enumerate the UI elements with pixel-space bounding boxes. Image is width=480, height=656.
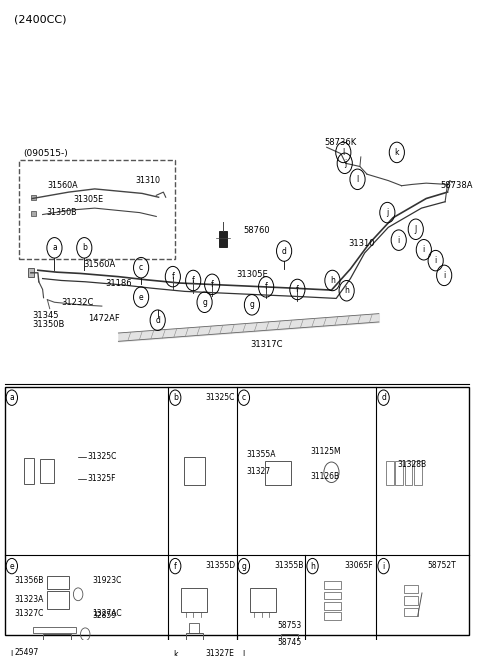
Text: i: i bbox=[383, 562, 384, 571]
Text: 31310: 31310 bbox=[348, 239, 374, 248]
Text: i: i bbox=[443, 271, 445, 280]
Text: f: f bbox=[192, 276, 194, 285]
Text: 31327: 31327 bbox=[246, 466, 270, 476]
FancyBboxPatch shape bbox=[31, 211, 36, 216]
Text: c: c bbox=[139, 263, 143, 272]
Text: g: g bbox=[202, 298, 207, 307]
Text: 31345: 31345 bbox=[32, 311, 59, 320]
Text: 31305E: 31305E bbox=[237, 270, 268, 279]
Text: 31325C: 31325C bbox=[206, 392, 235, 401]
Text: g: g bbox=[250, 300, 254, 310]
Text: h: h bbox=[344, 286, 349, 295]
Text: 31560A: 31560A bbox=[48, 181, 78, 190]
Text: J: J bbox=[415, 225, 417, 234]
Text: (2400CC): (2400CC) bbox=[14, 14, 67, 24]
Text: g: g bbox=[241, 562, 246, 571]
Text: 1327AC: 1327AC bbox=[92, 609, 122, 619]
Text: 31186: 31186 bbox=[105, 279, 132, 288]
Text: d: d bbox=[155, 316, 160, 325]
Text: 31350B: 31350B bbox=[47, 208, 77, 217]
Text: i: i bbox=[423, 245, 425, 255]
Text: 31328B: 31328B bbox=[398, 460, 427, 469]
Text: a: a bbox=[52, 243, 57, 253]
Text: i: i bbox=[434, 256, 437, 265]
Text: k: k bbox=[395, 148, 399, 157]
Text: 31305E: 31305E bbox=[73, 195, 104, 204]
Text: 58738A: 58738A bbox=[440, 181, 473, 190]
Text: k: k bbox=[173, 650, 178, 656]
Text: 58745: 58745 bbox=[277, 638, 301, 647]
Text: j: j bbox=[386, 208, 388, 217]
Text: 58736K: 58736K bbox=[324, 138, 357, 147]
Text: j: j bbox=[344, 159, 346, 168]
Text: 25497: 25497 bbox=[14, 647, 38, 656]
Text: 31350B: 31350B bbox=[32, 319, 65, 329]
Text: 31317C: 31317C bbox=[250, 340, 283, 349]
Text: 58752T: 58752T bbox=[427, 561, 456, 570]
FancyBboxPatch shape bbox=[219, 230, 228, 247]
Text: 58760: 58760 bbox=[244, 226, 271, 235]
Text: l: l bbox=[342, 148, 345, 157]
Text: 31355A: 31355A bbox=[246, 451, 276, 459]
FancyBboxPatch shape bbox=[28, 268, 34, 277]
Text: b: b bbox=[173, 393, 178, 402]
Text: f: f bbox=[174, 562, 177, 571]
Text: 31125M: 31125M bbox=[310, 447, 341, 457]
Text: 31356B: 31356B bbox=[14, 576, 44, 584]
Text: 31310: 31310 bbox=[135, 176, 160, 185]
Text: (090515-): (090515-) bbox=[24, 148, 69, 157]
Text: b: b bbox=[82, 243, 87, 253]
Text: h: h bbox=[310, 562, 315, 571]
Text: e: e bbox=[10, 562, 14, 571]
Text: 31355B: 31355B bbox=[275, 561, 304, 570]
Text: 1472AF: 1472AF bbox=[88, 314, 120, 323]
Bar bbox=[19, 160, 175, 259]
Text: J: J bbox=[11, 650, 13, 656]
Text: f: f bbox=[171, 272, 174, 281]
Text: 31232C: 31232C bbox=[61, 298, 94, 308]
Text: f: f bbox=[211, 280, 214, 289]
Text: 31325F: 31325F bbox=[88, 474, 116, 483]
Text: f: f bbox=[265, 282, 267, 291]
Text: l: l bbox=[356, 174, 359, 184]
Text: c: c bbox=[242, 393, 246, 402]
Text: 31560A: 31560A bbox=[83, 260, 115, 269]
Text: h: h bbox=[330, 276, 335, 285]
Text: 58753: 58753 bbox=[277, 621, 301, 630]
Text: 32859: 32859 bbox=[92, 611, 117, 620]
Text: d: d bbox=[282, 247, 287, 256]
Text: 33065F: 33065F bbox=[345, 561, 373, 570]
FancyBboxPatch shape bbox=[31, 195, 36, 200]
Bar bbox=[5, 387, 469, 635]
Text: 31923C: 31923C bbox=[92, 576, 122, 584]
Text: 31327E: 31327E bbox=[206, 649, 235, 656]
Text: d: d bbox=[381, 393, 386, 402]
Text: e: e bbox=[139, 293, 144, 302]
Text: 31355D: 31355D bbox=[206, 561, 236, 570]
Text: a: a bbox=[10, 393, 14, 402]
Text: f: f bbox=[296, 285, 299, 294]
Text: 31323A: 31323A bbox=[14, 595, 44, 604]
Text: 31327C: 31327C bbox=[14, 609, 44, 619]
Text: i: i bbox=[397, 236, 400, 245]
Text: l: l bbox=[243, 650, 245, 656]
Text: 31325C: 31325C bbox=[88, 453, 117, 461]
Text: 31126B: 31126B bbox=[310, 472, 339, 481]
